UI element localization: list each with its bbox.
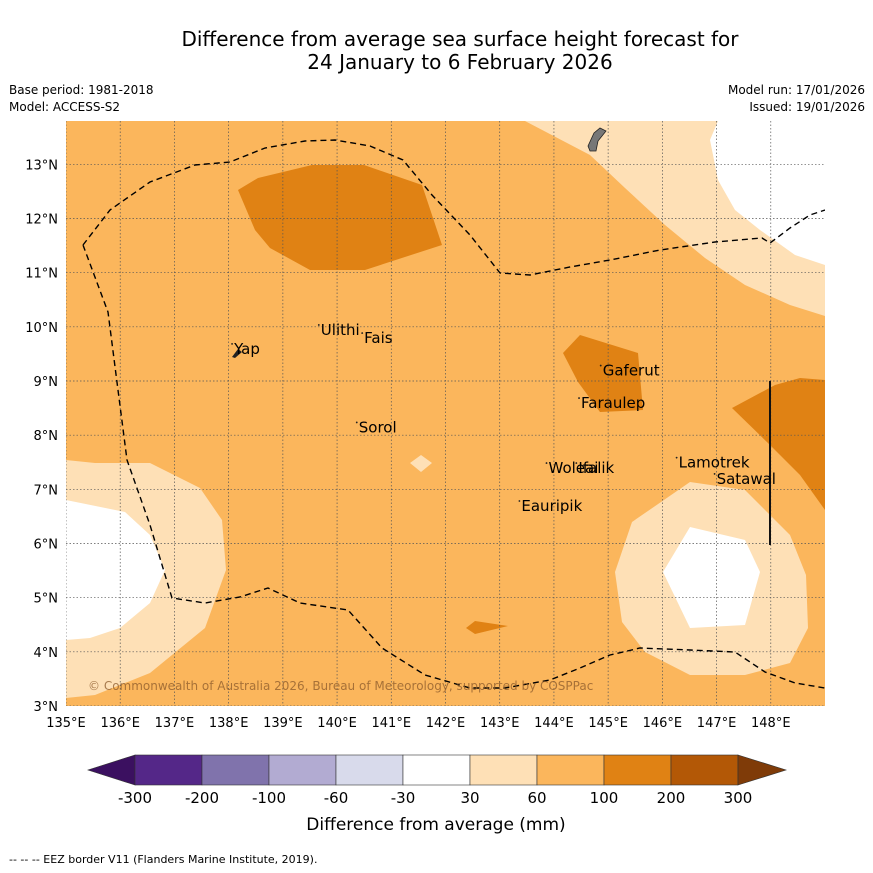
yap-island <box>232 349 242 358</box>
place-label-lamotrek: Lamotrek <box>679 454 750 472</box>
colorbar-tick-label: 100 <box>590 789 619 807</box>
colorbar-tick-label: 200 <box>657 789 686 807</box>
meta-right: Model run: 17/01/2026 Issued: 19/01/2026 <box>728 82 865 116</box>
colorbar-label: Difference from average (mm) <box>306 815 565 835</box>
colorbar-bin <box>201 754 270 786</box>
island-marker <box>361 332 364 334</box>
place-label-ifalik: Ifalik <box>578 459 614 477</box>
colorbar-tick-label: 300 <box>724 789 753 807</box>
place-label-fais: Fais <box>364 329 393 347</box>
colorbar-bin <box>134 754 203 786</box>
colorbar-bin <box>335 754 404 786</box>
colorbar-tick-label: -300 <box>118 789 152 807</box>
place-label-faraulep: Faraulep <box>581 394 645 412</box>
field-30-60-patch <box>410 455 432 472</box>
contour-fields <box>66 121 825 706</box>
colorbar-tick-label: -200 <box>185 789 219 807</box>
colorbar-tick-label: 60 <box>527 789 546 807</box>
colorbar-arrow-min <box>87 754 136 786</box>
copyright-text: © Commonwealth of Australia 2026, Bureau… <box>88 679 593 693</box>
place-label-ulithi: Ulithi <box>321 321 360 339</box>
island-marker <box>545 462 548 464</box>
island-marker <box>713 473 716 475</box>
colorbar-bin <box>670 754 739 786</box>
place-label-woleai: Woleai <box>549 459 599 477</box>
field-100-200-central <box>563 335 643 412</box>
chart-title: Difference from average sea surface heig… <box>0 28 873 74</box>
model-name: Model: ACCESS-S2 <box>9 100 121 114</box>
colorbar-bin <box>402 754 471 786</box>
field-below-30-west <box>66 500 165 640</box>
lon-tick-label: 142°E <box>426 716 466 731</box>
eez-border <box>82 139 825 689</box>
field-100-200-south <box>466 621 508 634</box>
base-period: Base period: 1981-2018 <box>9 83 154 97</box>
lon-tick-label: 139°E <box>263 716 303 731</box>
model-run: Model run: 17/01/2026 <box>727 83 865 97</box>
island-marker <box>355 421 358 424</box>
issued-date: Issued: 19/01/2026 <box>749 100 865 114</box>
island-marker <box>575 462 578 464</box>
colorbar-tick-label: -60 <box>324 789 349 807</box>
longitude-ticks: 135°E 136°E 137°E 138°E 139°E 140°E 141°E 142°E… <box>46 716 790 731</box>
lat-tick-label: 3°N <box>34 700 59 715</box>
colorbar-arrow-max <box>737 754 788 786</box>
field-below-30-southeast <box>663 527 760 628</box>
island-marker <box>599 364 602 367</box>
title-line-1: Difference from average sea surface heig… <box>181 27 739 51</box>
lon-tick-label: 148°E <box>751 716 791 731</box>
place-label-eauripik: Eauripik <box>521 497 582 515</box>
place-label-satawal: Satawal <box>717 470 776 488</box>
place-label-sorol: Sorol <box>359 418 397 436</box>
lon-tick-label: 146°E <box>643 716 683 731</box>
graticule <box>66 121 825 706</box>
lon-tick-label: 136°E <box>100 716 140 731</box>
island-marker <box>231 343 233 345</box>
colorbar-tick-label: 30 <box>460 789 479 807</box>
eez-legend: -- -- -- EEZ border V11 (Flanders Marine… <box>9 853 318 866</box>
lat-tick-label: 4°N <box>34 646 59 661</box>
colorbar-tick-label: -30 <box>391 789 416 807</box>
island-marker <box>317 324 320 326</box>
colorbar-bin <box>268 754 337 786</box>
lat-tick-label: 12°N <box>25 213 58 228</box>
lat-tick-label: 8°N <box>34 429 59 444</box>
colorbar: -300 -200 -100 -60 -30 30 60 100 200 300 <box>87 754 788 807</box>
island-marker <box>675 456 678 459</box>
lon-tick-label: 137°E <box>155 716 195 731</box>
title-line-2: 24 January to 6 February 2026 <box>307 50 613 74</box>
meta-left: Base period: 1981-2018 Model: ACCESS-S2 <box>9 82 154 116</box>
lon-tick-label: 141°E <box>372 716 412 731</box>
lon-tick-label: 147°E <box>697 716 737 731</box>
lon-tick-label: 140°E <box>317 716 357 731</box>
lon-tick-label: 138°E <box>209 716 249 731</box>
lon-tick-label: 143°E <box>480 716 520 731</box>
field-100-200-east <box>732 378 825 510</box>
lat-tick-label: 7°N <box>34 483 59 498</box>
field-below-30-northeast <box>710 121 825 265</box>
lat-tick-label: 6°N <box>34 538 59 553</box>
island-marker <box>518 500 521 502</box>
place-label-gaferut: Gaferut <box>603 362 660 380</box>
island-marker <box>578 397 580 399</box>
latitude-ticks: 13°N 12°N 11°N 10°N 9°N 8°N 7°N 6°N 5°N 4°N 3°N <box>25 158 58 715</box>
lat-tick-label: 10°N <box>25 321 58 336</box>
colorbar-tick-label: -100 <box>252 789 286 807</box>
lon-tick-label: 135°E <box>46 716 86 731</box>
lon-tick-label: 145°E <box>588 716 628 731</box>
colorbar-bin <box>603 754 672 786</box>
lat-tick-label: 9°N <box>34 375 59 390</box>
colorbar-bin <box>469 754 538 786</box>
lat-tick-label: 5°N <box>34 592 59 607</box>
lon-tick-label: 144°E <box>534 716 574 731</box>
guam-island <box>587 127 607 152</box>
colorbar-bin <box>536 754 605 786</box>
lat-tick-label: 11°N <box>25 267 58 282</box>
place-label-yap: Yap <box>233 340 260 358</box>
place-labels: Yap Ulithi Fais Gaferut Faraulep Sorol WoleaiI… <box>231 321 776 515</box>
lat-tick-label: 13°N <box>25 158 58 173</box>
